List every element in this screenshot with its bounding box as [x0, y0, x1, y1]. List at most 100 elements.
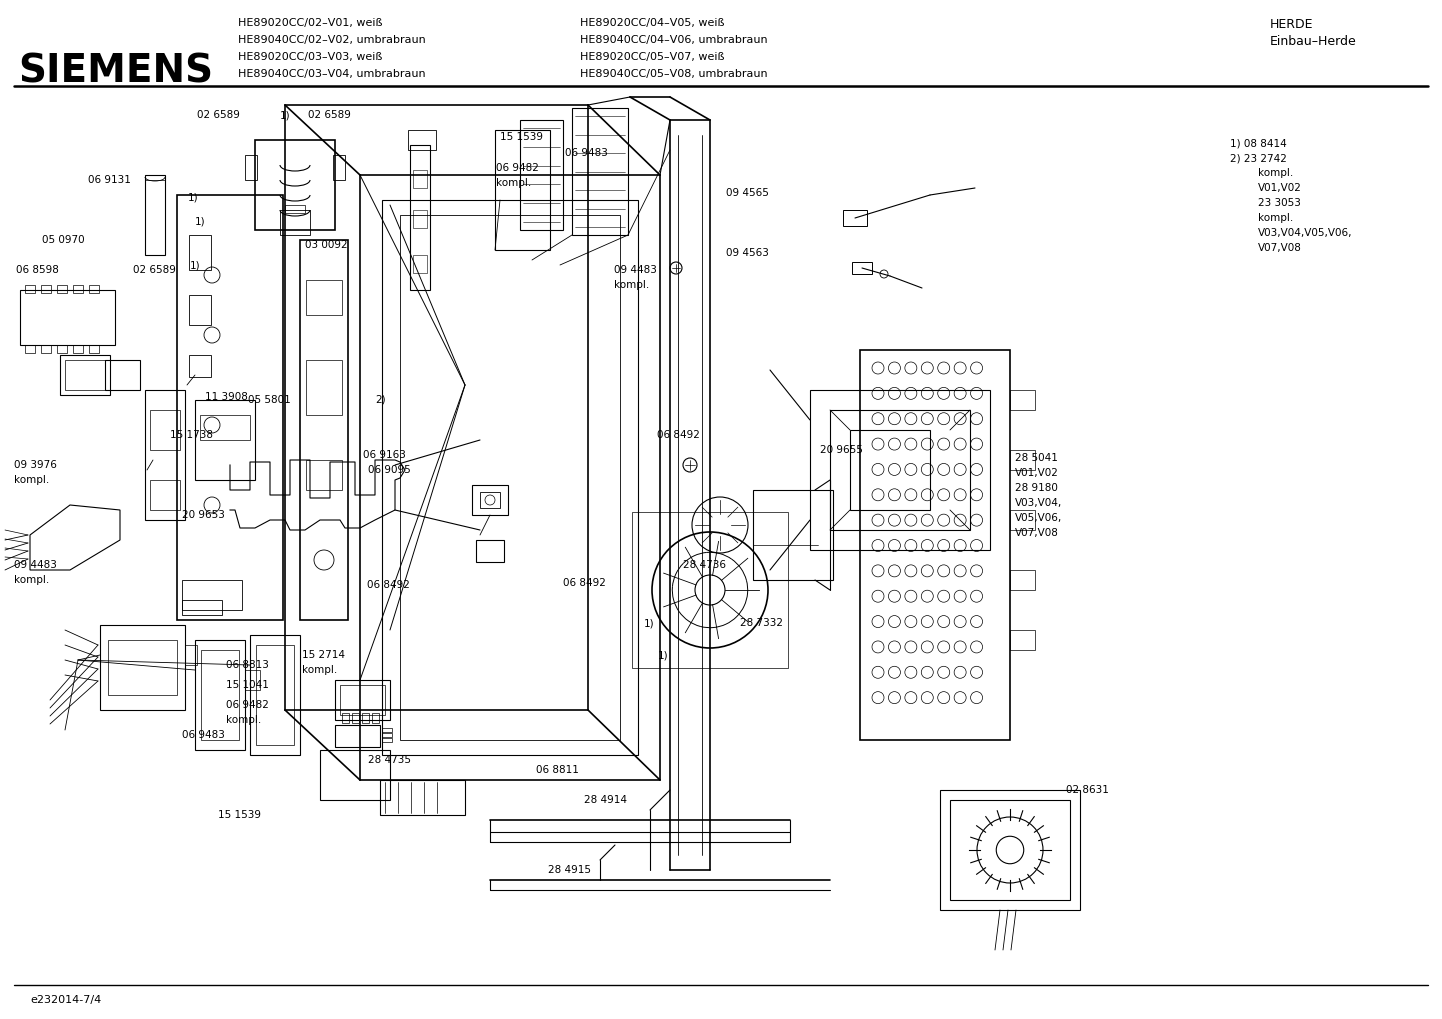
Text: 28 7332: 28 7332 — [740, 618, 783, 628]
Bar — [286, 205, 306, 213]
Text: V03,V04,: V03,V04, — [1015, 498, 1063, 508]
Text: 1): 1) — [280, 110, 291, 120]
Text: 06 9482: 06 9482 — [226, 700, 268, 710]
Bar — [249, 635, 300, 755]
Text: 1): 1) — [645, 618, 655, 628]
Text: 28 4915: 28 4915 — [548, 865, 591, 875]
Bar — [335, 680, 389, 720]
Bar — [412, 210, 427, 228]
Text: 06 8598: 06 8598 — [16, 265, 59, 275]
Text: 1): 1) — [195, 216, 206, 226]
Text: 28 4736: 28 4736 — [684, 560, 725, 570]
Bar — [177, 195, 283, 620]
Text: 06 8492: 06 8492 — [562, 578, 606, 588]
Bar — [105, 360, 140, 390]
Bar — [245, 671, 260, 690]
Bar — [257, 645, 294, 745]
Bar — [20, 290, 115, 345]
Text: 06 9163: 06 9163 — [363, 450, 405, 460]
Text: V07,V08: V07,V08 — [1257, 243, 1302, 253]
Text: kompl.: kompl. — [226, 715, 261, 725]
Text: 02 8631: 02 8631 — [1066, 785, 1109, 795]
Text: 06 8492: 06 8492 — [368, 580, 410, 590]
Bar — [306, 360, 342, 415]
Text: HE89020CC/04–V05, weiß: HE89020CC/04–V05, weiß — [580, 18, 724, 28]
Bar — [408, 130, 435, 150]
Text: 02 6589: 02 6589 — [309, 110, 350, 120]
Bar — [844, 210, 867, 226]
Bar — [340, 685, 385, 715]
Text: HE89020CC/03–V03, weiß: HE89020CC/03–V03, weiß — [238, 52, 382, 62]
Bar — [195, 640, 245, 750]
Text: e232014-7/4: e232014-7/4 — [30, 995, 101, 1005]
Text: HE89020CC/02–V01, weiß: HE89020CC/02–V01, weiß — [238, 18, 382, 28]
Text: 15 2714: 15 2714 — [301, 650, 345, 660]
Bar — [1009, 390, 1035, 410]
Bar — [940, 790, 1080, 910]
Bar — [146, 390, 185, 520]
Text: V03,V04,V05,V06,: V03,V04,V05,V06, — [1257, 228, 1353, 238]
Text: 03 0092: 03 0092 — [306, 240, 348, 250]
Bar — [200, 415, 249, 440]
Text: HE89040CC/03–V04, umbrabraun: HE89040CC/03–V04, umbrabraun — [238, 69, 425, 79]
Bar — [182, 580, 242, 610]
Text: kompl.: kompl. — [1257, 168, 1293, 178]
Bar — [399, 215, 620, 740]
Bar — [300, 240, 348, 620]
Bar — [1009, 630, 1035, 650]
Bar — [335, 725, 381, 747]
Bar — [333, 155, 345, 180]
Text: 28 5041: 28 5041 — [1015, 453, 1058, 463]
Bar — [89, 285, 99, 293]
Text: V01,V02: V01,V02 — [1015, 468, 1058, 478]
Text: 2) 23 2742: 2) 23 2742 — [1230, 153, 1286, 163]
Bar — [495, 130, 549, 250]
Bar — [412, 170, 427, 187]
Text: 09 4565: 09 4565 — [725, 187, 769, 198]
Bar — [99, 625, 185, 710]
Text: SIEMENS: SIEMENS — [17, 52, 213, 90]
Text: 06 9095: 06 9095 — [368, 465, 411, 475]
Bar — [950, 800, 1070, 900]
Bar — [480, 492, 500, 508]
Bar — [1009, 570, 1035, 590]
Bar — [810, 390, 991, 550]
Bar — [189, 235, 211, 270]
Text: 15 1738: 15 1738 — [170, 430, 213, 440]
Text: 06 9483: 06 9483 — [565, 148, 609, 158]
Bar — [362, 713, 369, 723]
Bar — [410, 145, 430, 290]
Bar — [25, 345, 35, 353]
Bar — [382, 738, 392, 742]
Bar — [831, 410, 970, 530]
Text: 06 9482: 06 9482 — [496, 163, 539, 173]
Bar — [472, 485, 508, 515]
Bar — [25, 285, 35, 293]
Text: 05 0970: 05 0970 — [42, 235, 85, 245]
Text: 28 4735: 28 4735 — [368, 755, 411, 765]
Text: 06 8492: 06 8492 — [658, 430, 699, 440]
Bar — [40, 285, 50, 293]
Text: 15 1539: 15 1539 — [500, 132, 544, 142]
Text: 06 9131: 06 9131 — [88, 175, 131, 185]
Bar — [61, 355, 110, 395]
Bar — [372, 713, 379, 723]
Text: kompl.: kompl. — [1257, 213, 1293, 223]
Bar — [859, 350, 1009, 740]
Bar — [849, 430, 930, 510]
Text: V07,V08: V07,V08 — [1015, 528, 1058, 538]
Bar — [189, 355, 211, 377]
Text: 1): 1) — [658, 650, 669, 660]
Bar — [1009, 450, 1035, 470]
Bar — [306, 460, 342, 490]
Bar — [306, 280, 342, 315]
Text: 09 3976: 09 3976 — [14, 460, 56, 470]
Text: 1): 1) — [190, 260, 200, 270]
Text: 09 4563: 09 4563 — [725, 248, 769, 258]
Bar — [65, 360, 105, 390]
Bar — [412, 255, 427, 273]
Text: V01,V02: V01,V02 — [1257, 183, 1302, 193]
Bar — [195, 400, 255, 480]
Bar — [476, 540, 505, 562]
Bar — [852, 262, 872, 274]
